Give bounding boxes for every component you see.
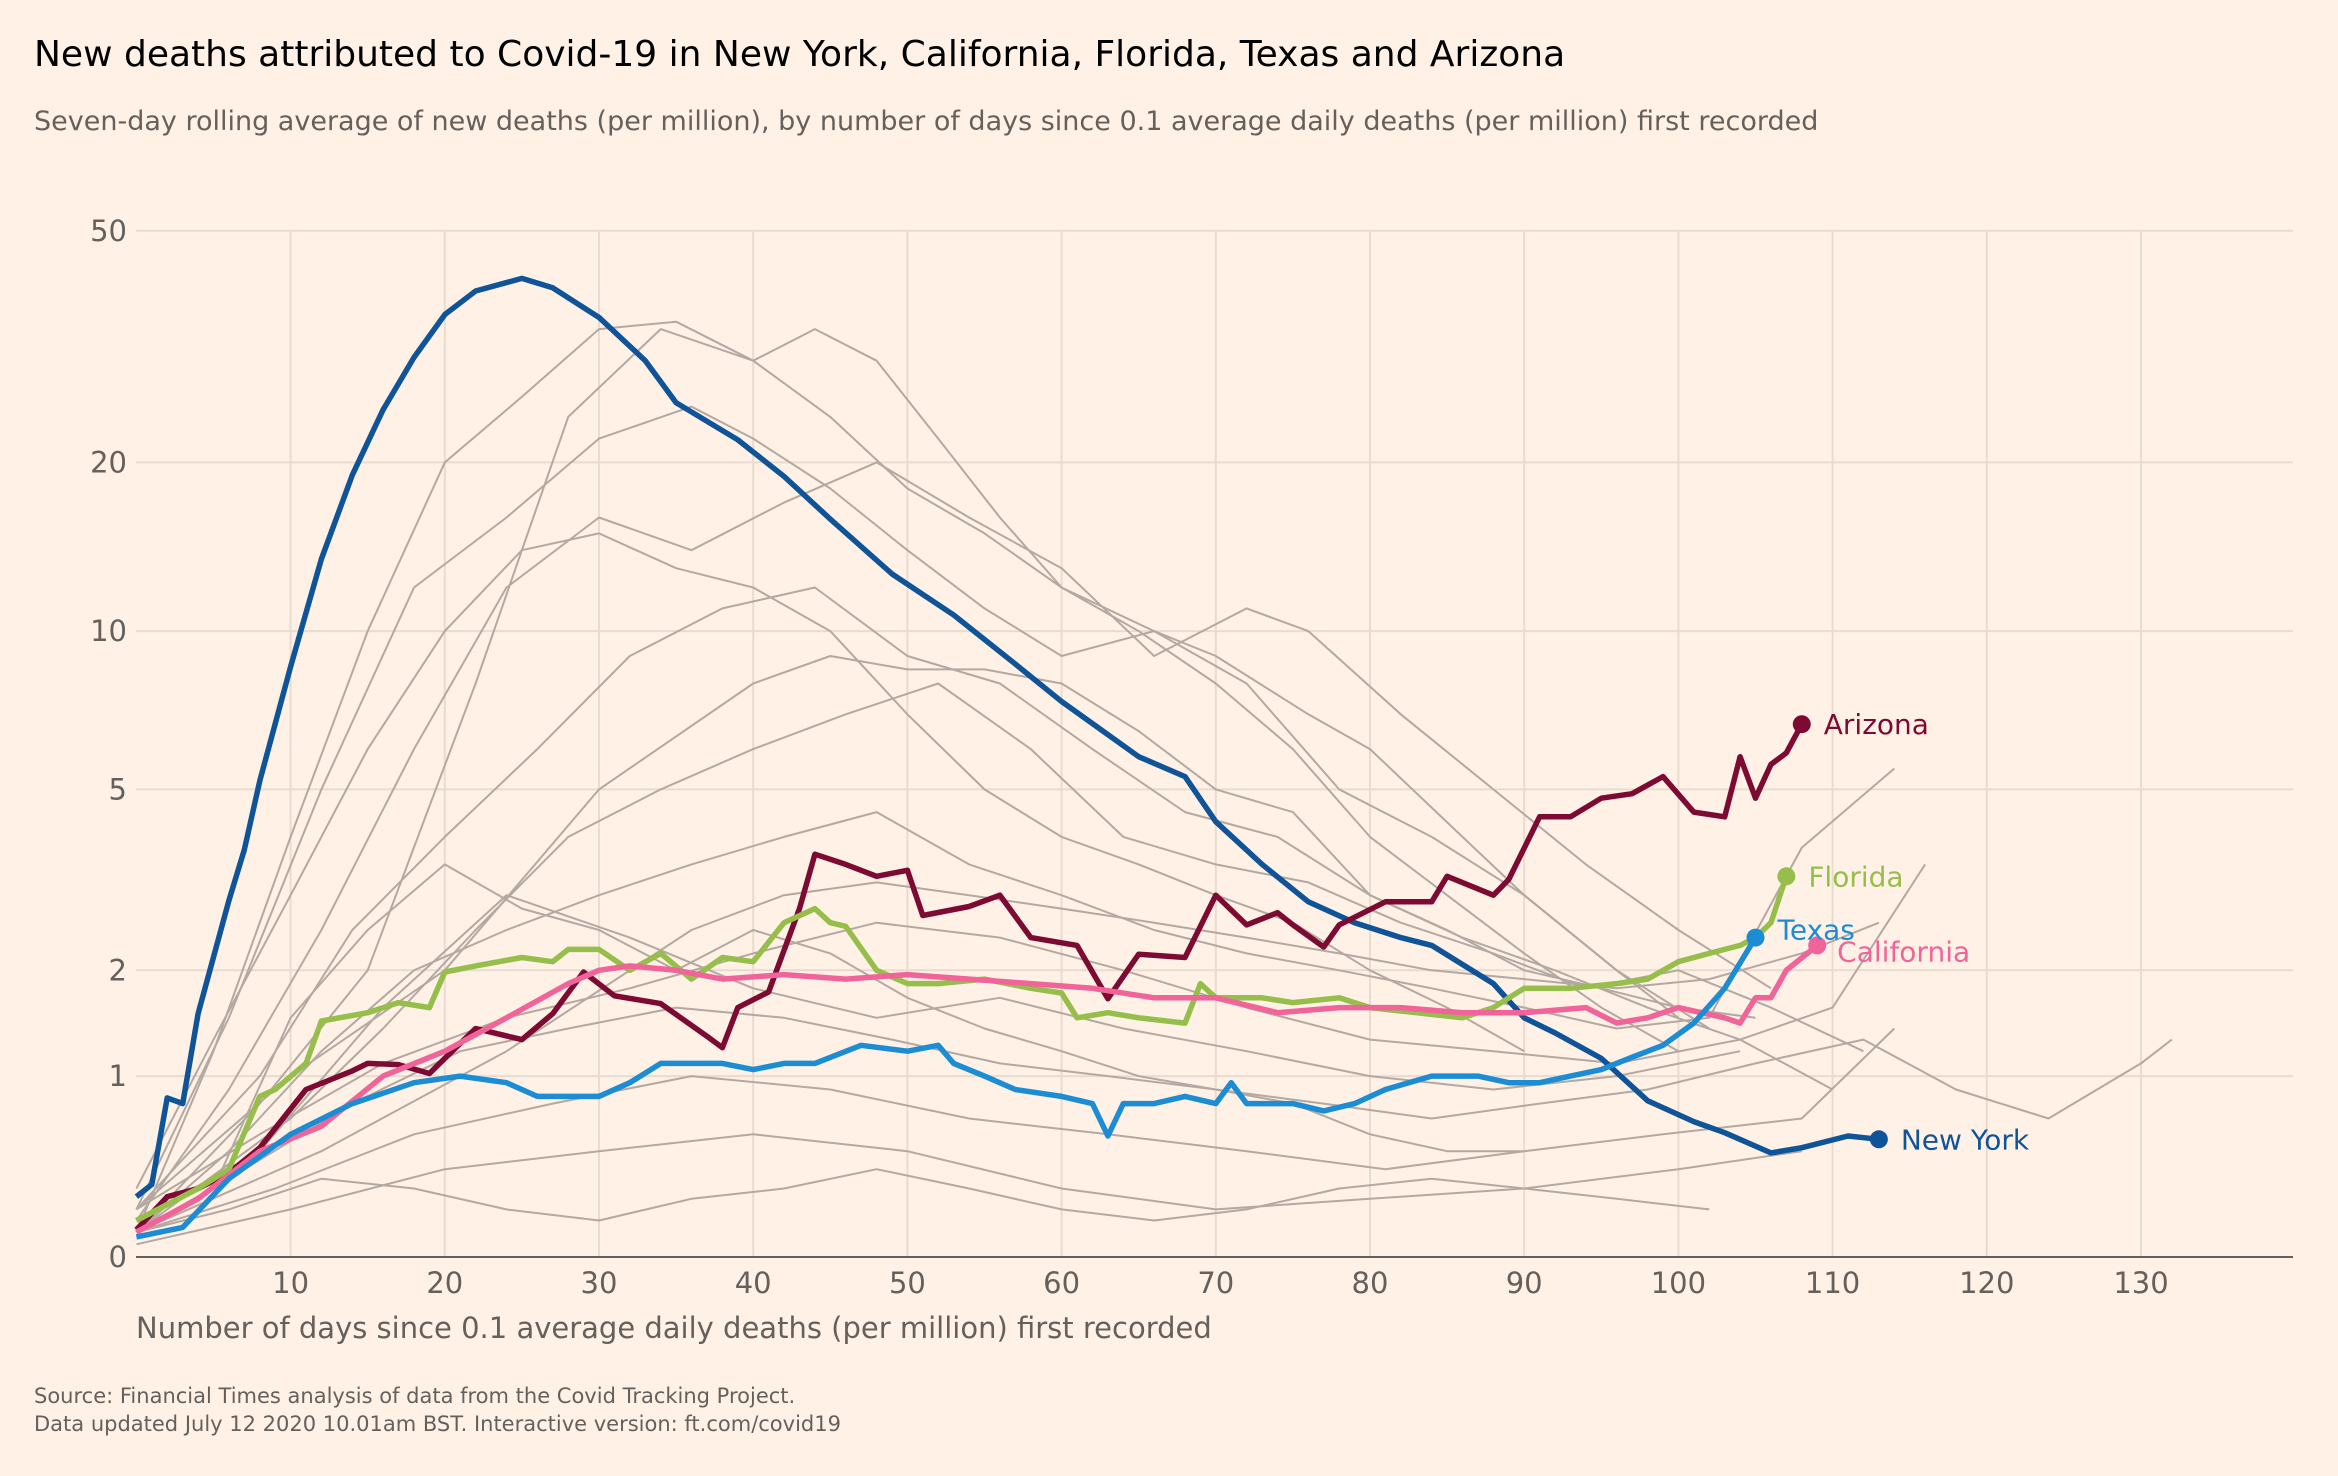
x-tick-label: 50 [889, 1266, 926, 1300]
other-state-line [135, 405, 1680, 1210]
other-state-line [135, 328, 1710, 1233]
texas-label: Texas [1777, 914, 1855, 947]
gridlines [136, 229, 2293, 1257]
florida-end-dot [1777, 867, 1796, 886]
other-state-line [135, 461, 1772, 1222]
other-state-line [136, 1168, 1710, 1234]
x-tick-label: 30 [581, 1266, 618, 1300]
other-state-line [136, 1027, 1895, 1234]
chart-subtitle: Seven-day rolling average of new deaths … [34, 106, 1818, 137]
y-axis-ticks: 0 1 2 5 10 20 50 [90, 214, 127, 1274]
other-state-line [135, 655, 1756, 1211]
arizona-line [134, 722, 1805, 1232]
x-tick-label: 90 [1506, 1266, 1543, 1300]
texas-line [135, 936, 1758, 1240]
other-state-line [135, 320, 1679, 1233]
x-tick-label: 130 [2113, 1266, 2168, 1300]
y-tick-label: 10 [90, 614, 127, 648]
new-york-label: New York [1901, 1123, 2030, 1156]
x-tick-label: 120 [1959, 1266, 2014, 1300]
x-tick-label: 40 [735, 1266, 772, 1300]
florida-label: Florida [1808, 860, 1903, 893]
y-tick-label: 1 [109, 1059, 127, 1093]
california-line [135, 943, 1819, 1235]
x-tick-label: 70 [1197, 1266, 1234, 1300]
other-state-line [135, 682, 1864, 1233]
x-axis-ticks: 10 20 30 40 50 60 70 80 90 100 110 120 130 [272, 1266, 2169, 1300]
x-tick-label: 60 [1043, 1266, 1080, 1300]
chart-title: New deaths attributed to Covid-19 in New… [34, 34, 1565, 75]
y-tick-label: 5 [109, 772, 127, 806]
texas-end-dot [1746, 928, 1765, 947]
y-tick-label: 50 [90, 214, 127, 248]
update-note: Data updated July 12 2020 10.01am BST. I… [34, 1412, 841, 1436]
other-state-line [135, 863, 1926, 1211]
california-label: California [1837, 935, 1970, 968]
florida-line [135, 875, 1789, 1223]
other-state-line [135, 767, 1895, 1233]
x-tick-label: 80 [1352, 1266, 1389, 1300]
x-tick-label: 20 [426, 1266, 463, 1300]
x-tick-label: 10 [272, 1266, 309, 1300]
y-tick-label: 2 [109, 953, 127, 987]
arizona-end-dot [1792, 715, 1811, 734]
new-york-line [134, 275, 1880, 1199]
other-states-lines [135, 320, 2173, 1246]
x-axis-label: Number of days since 0.1 average daily d… [136, 1311, 1212, 1345]
y-tick-label: 20 [90, 445, 127, 479]
new-york-end-dot [1869, 1130, 1888, 1149]
x-tick-label: 110 [1805, 1266, 1860, 1300]
x-tick-label: 100 [1651, 1266, 1706, 1300]
arizona-label: Arizona [1824, 708, 1929, 741]
source-note: Source: Financial Times analysis of data… [34, 1384, 795, 1408]
other-state-line [135, 586, 1834, 1211]
y-tick-label: 0 [109, 1240, 127, 1274]
other-state-line [136, 1133, 1802, 1246]
california-end-dot [1808, 936, 1827, 955]
other-state-line [135, 894, 1741, 1222]
